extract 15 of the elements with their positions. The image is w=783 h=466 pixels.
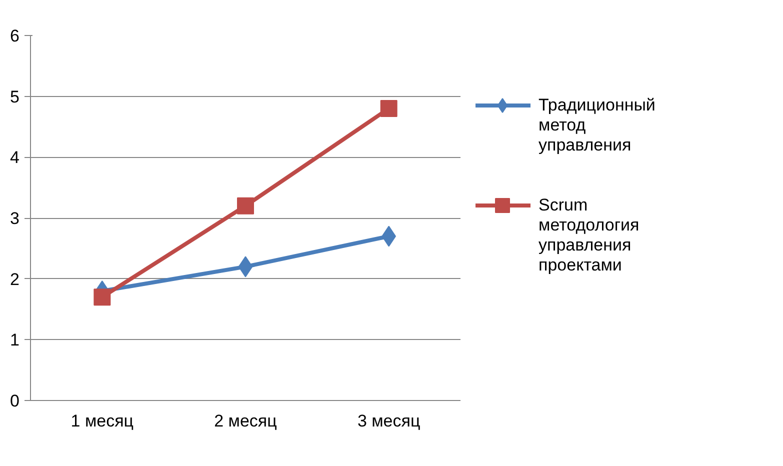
y-tick-label: 1 bbox=[10, 330, 20, 350]
legend-label: Scrum методология управления проектами bbox=[538, 196, 640, 274]
y-tick-label: 3 bbox=[10, 209, 20, 228]
x-tick-label: 1 месяц bbox=[70, 412, 134, 430]
point bbox=[94, 288, 111, 306]
y-tick-label: 4 bbox=[10, 148, 20, 168]
x-tick-label: 3 месяц bbox=[357, 412, 420, 430]
y-tick-label: 6 bbox=[10, 26, 20, 46]
point bbox=[380, 100, 398, 117]
y-tick-label: 2 bbox=[10, 270, 20, 289]
point bbox=[237, 197, 254, 214]
x-tick-label: 2 месяц bbox=[214, 412, 278, 430]
legend-label: Традиционный метод управления bbox=[538, 96, 656, 154]
y-tick-label: 5 bbox=[10, 87, 20, 106]
y-tick-label: 0 bbox=[10, 392, 20, 410]
